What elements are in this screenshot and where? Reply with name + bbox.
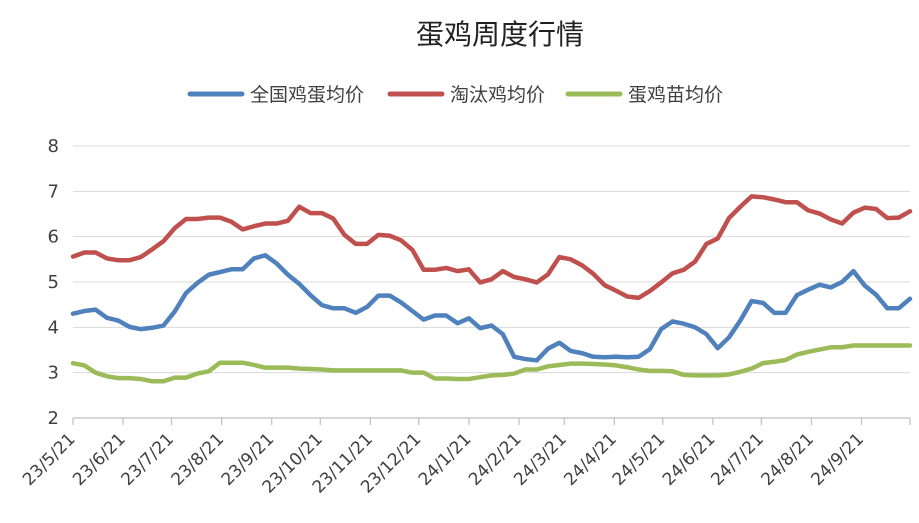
- x-tick-label: 23/7/21: [118, 429, 178, 489]
- y-tick-label: 3: [48, 363, 59, 384]
- series-line-0: [70, 253, 913, 363]
- x-axis: 23/5/2123/6/2123/7/2123/8/2123/9/2123/10…: [19, 417, 911, 498]
- legend-label-2: 蛋鸡苗均价: [628, 84, 723, 106]
- y-tick-label: 7: [48, 181, 59, 202]
- x-tick-label: 23/5/21: [19, 429, 79, 489]
- legend-label-1: 淘汰鸡均价: [450, 84, 545, 106]
- series-line-2: [70, 343, 913, 384]
- y-tick-label: 2: [48, 408, 59, 429]
- x-tick-label: 23/8/21: [168, 429, 228, 489]
- legend: 全国鸡蛋均价 淘汰鸡均价 蛋鸡苗均价: [187, 84, 723, 106]
- x-tick-label: 24/5/21: [609, 429, 669, 489]
- x-tick-label: 24/9/21: [808, 429, 868, 489]
- x-tick-label: 24/4/21: [560, 429, 620, 489]
- chart-title: 蛋鸡周度行情: [416, 18, 584, 51]
- legend-label-0: 全国鸡蛋均价: [250, 84, 364, 106]
- gridlines: [73, 145, 910, 374]
- x-tick-label: 24/1/21: [415, 429, 475, 489]
- y-tick-label: 4: [48, 317, 59, 338]
- y-tick-label: 6: [48, 227, 59, 248]
- x-tick-label: 24/8/21: [758, 429, 818, 489]
- x-tick-label: 24/7/21: [707, 429, 767, 489]
- x-tick-label: 24/6/21: [659, 429, 719, 489]
- y-tick-label: 8: [48, 136, 59, 157]
- series-lines: [70, 194, 913, 384]
- y-axis: 2 3 4 5 6 7 8: [48, 136, 59, 429]
- x-tick-label: 23/6/21: [69, 429, 129, 489]
- series-line-1: [70, 194, 913, 301]
- y-tick-label: 5: [48, 272, 59, 293]
